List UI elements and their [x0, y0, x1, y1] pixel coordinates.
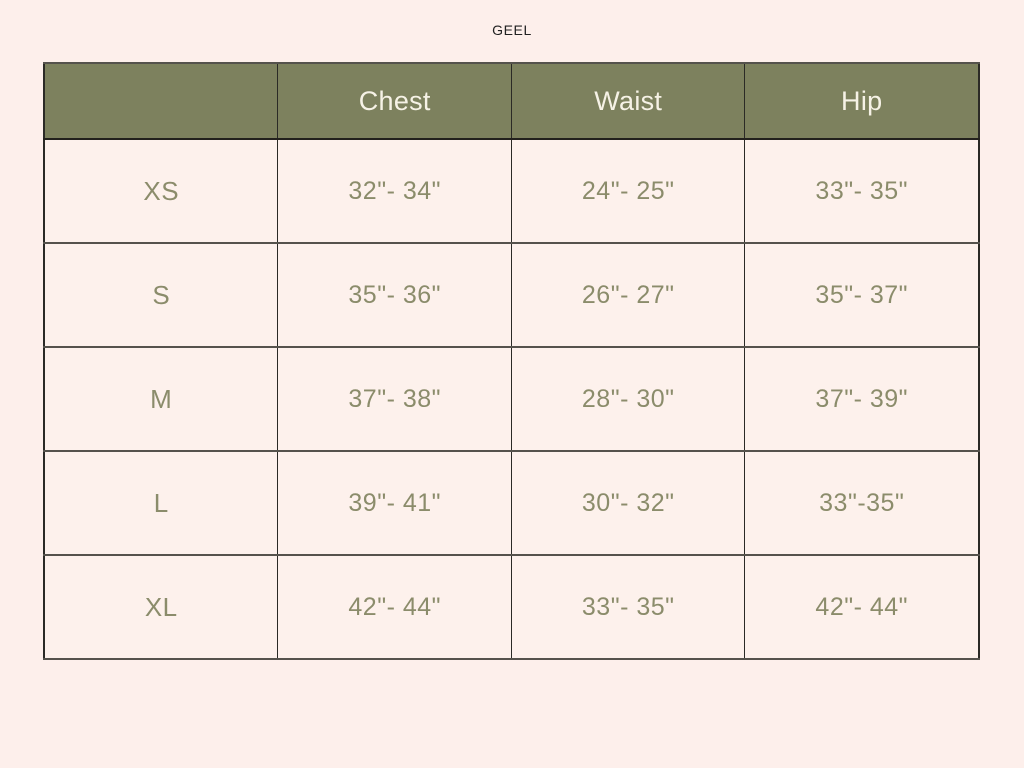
waist-value: 26"- 27" — [510, 242, 746, 348]
size-label: M — [43, 346, 279, 452]
table-row-xl: XL 42"- 44" 33"- 35" 42"- 44" — [43, 554, 980, 660]
table-row-xs: XS 32"- 34" 24"- 25" 33"- 35" — [43, 138, 980, 244]
waist-value: 28"- 30" — [510, 346, 746, 452]
chest-value: 35"- 36" — [277, 242, 512, 348]
hip-value: 35"- 37" — [744, 242, 980, 348]
header-cell-waist: Waist — [510, 62, 746, 140]
size-label: S — [43, 242, 279, 348]
header-cell-chest: Chest — [277, 62, 512, 140]
waist-value: 33"- 35" — [510, 554, 746, 660]
hip-value: 37"- 39" — [744, 346, 980, 452]
page-title: GEEL — [492, 22, 532, 38]
hip-value: 33"- 35" — [744, 138, 980, 244]
header-cell-hip: Hip — [744, 62, 980, 140]
size-label: XL — [43, 554, 279, 660]
chest-value: 42"- 44" — [277, 554, 512, 660]
hip-value: 33"-35" — [744, 450, 980, 556]
table-row-l: L 39"- 41" 30"- 32" 33"-35" — [43, 450, 980, 556]
waist-value: 30"- 32" — [510, 450, 746, 556]
chest-value: 39"- 41" — [277, 450, 512, 556]
chest-value: 32"- 34" — [277, 138, 512, 244]
size-label: L — [43, 450, 279, 556]
chest-value: 37"- 38" — [277, 346, 512, 452]
size-chart-header: Chest Waist Hip — [43, 62, 980, 140]
size-chart-body: XS 32"- 34" 24"- 25" 33"- 35" S 35"- 36"… — [43, 138, 980, 660]
waist-value: 24"- 25" — [510, 138, 746, 244]
header-cell-empty — [43, 62, 279, 140]
size-label: XS — [43, 138, 279, 244]
header-row: Chest Waist Hip — [43, 62, 980, 140]
table-row-s: S 35"- 36" 26"- 27" 35"- 37" — [43, 242, 980, 348]
size-chart-table: Chest Waist Hip XS 32"- 34" 24"- 25" 33"… — [43, 62, 980, 660]
hip-value: 42"- 44" — [744, 554, 980, 660]
table-row-m: M 37"- 38" 28"- 30" 37"- 39" — [43, 346, 980, 452]
